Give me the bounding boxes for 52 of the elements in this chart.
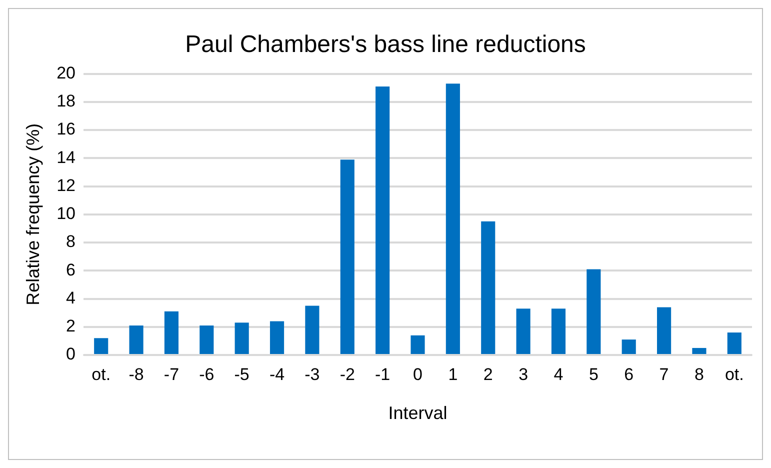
- chart-title: Paul Chambers's bass line reductions: [185, 31, 586, 58]
- y-tick-label: 12: [56, 176, 76, 195]
- bar: [410, 335, 425, 354]
- y-tick-label: 10: [56, 204, 76, 224]
- bar: [481, 221, 496, 354]
- x-tick-label: 5: [588, 364, 598, 384]
- bar: [516, 308, 530, 354]
- x-tick-label: -4: [269, 364, 285, 384]
- x-tick-label: -5: [234, 364, 250, 384]
- bar: [551, 308, 566, 354]
- bar: [622, 340, 636, 354]
- bar: [164, 311, 179, 354]
- bar: [94, 338, 108, 354]
- x-tick-label: 7: [659, 364, 669, 384]
- bar: [657, 307, 672, 354]
- x-tick-label: 0: [413, 364, 422, 384]
- x-tick-label: -3: [304, 364, 320, 384]
- bar: [586, 269, 601, 354]
- x-tick-label: 3: [518, 364, 528, 384]
- x-tick-label: ot.: [724, 364, 744, 384]
- y-tick-label: 0: [66, 344, 76, 364]
- bar: [692, 348, 706, 354]
- bar: [376, 86, 390, 354]
- x-tick-label: -8: [128, 364, 144, 384]
- x-tick-label: 6: [624, 364, 634, 384]
- bar: [305, 306, 320, 354]
- x-tick-label: -7: [164, 364, 180, 384]
- bar: [234, 322, 249, 354]
- bar: [446, 84, 460, 354]
- x-tick-label: 8: [694, 364, 704, 384]
- bar: [200, 325, 214, 354]
- bar: [270, 321, 284, 354]
- y-tick-label: 14: [56, 148, 76, 167]
- x-tick-label: -6: [199, 364, 214, 384]
- y-tick-label: 8: [66, 232, 76, 252]
- bar: [340, 160, 354, 354]
- x-tick-label: 1: [448, 364, 458, 384]
- x-tick-label: -2: [340, 364, 355, 384]
- y-tick-label: 20: [56, 63, 76, 82]
- x-tick-label: 4: [554, 364, 564, 384]
- y-tick-label: 2: [66, 316, 76, 336]
- y-axis-title: Relative frequency (%): [22, 123, 43, 306]
- y-tick-label: 4: [66, 288, 76, 308]
- x-tick-label: -1: [375, 364, 390, 384]
- y-tick-label: 6: [66, 260, 76, 280]
- bar: [129, 325, 144, 354]
- x-tick-label: ot.: [92, 364, 111, 384]
- x-axis-title: Interval: [388, 403, 448, 424]
- x-tick-label: 2: [483, 364, 493, 384]
- y-tick-label: 18: [56, 92, 76, 111]
- bar: [727, 332, 742, 354]
- y-tick-label: 16: [56, 120, 76, 139]
